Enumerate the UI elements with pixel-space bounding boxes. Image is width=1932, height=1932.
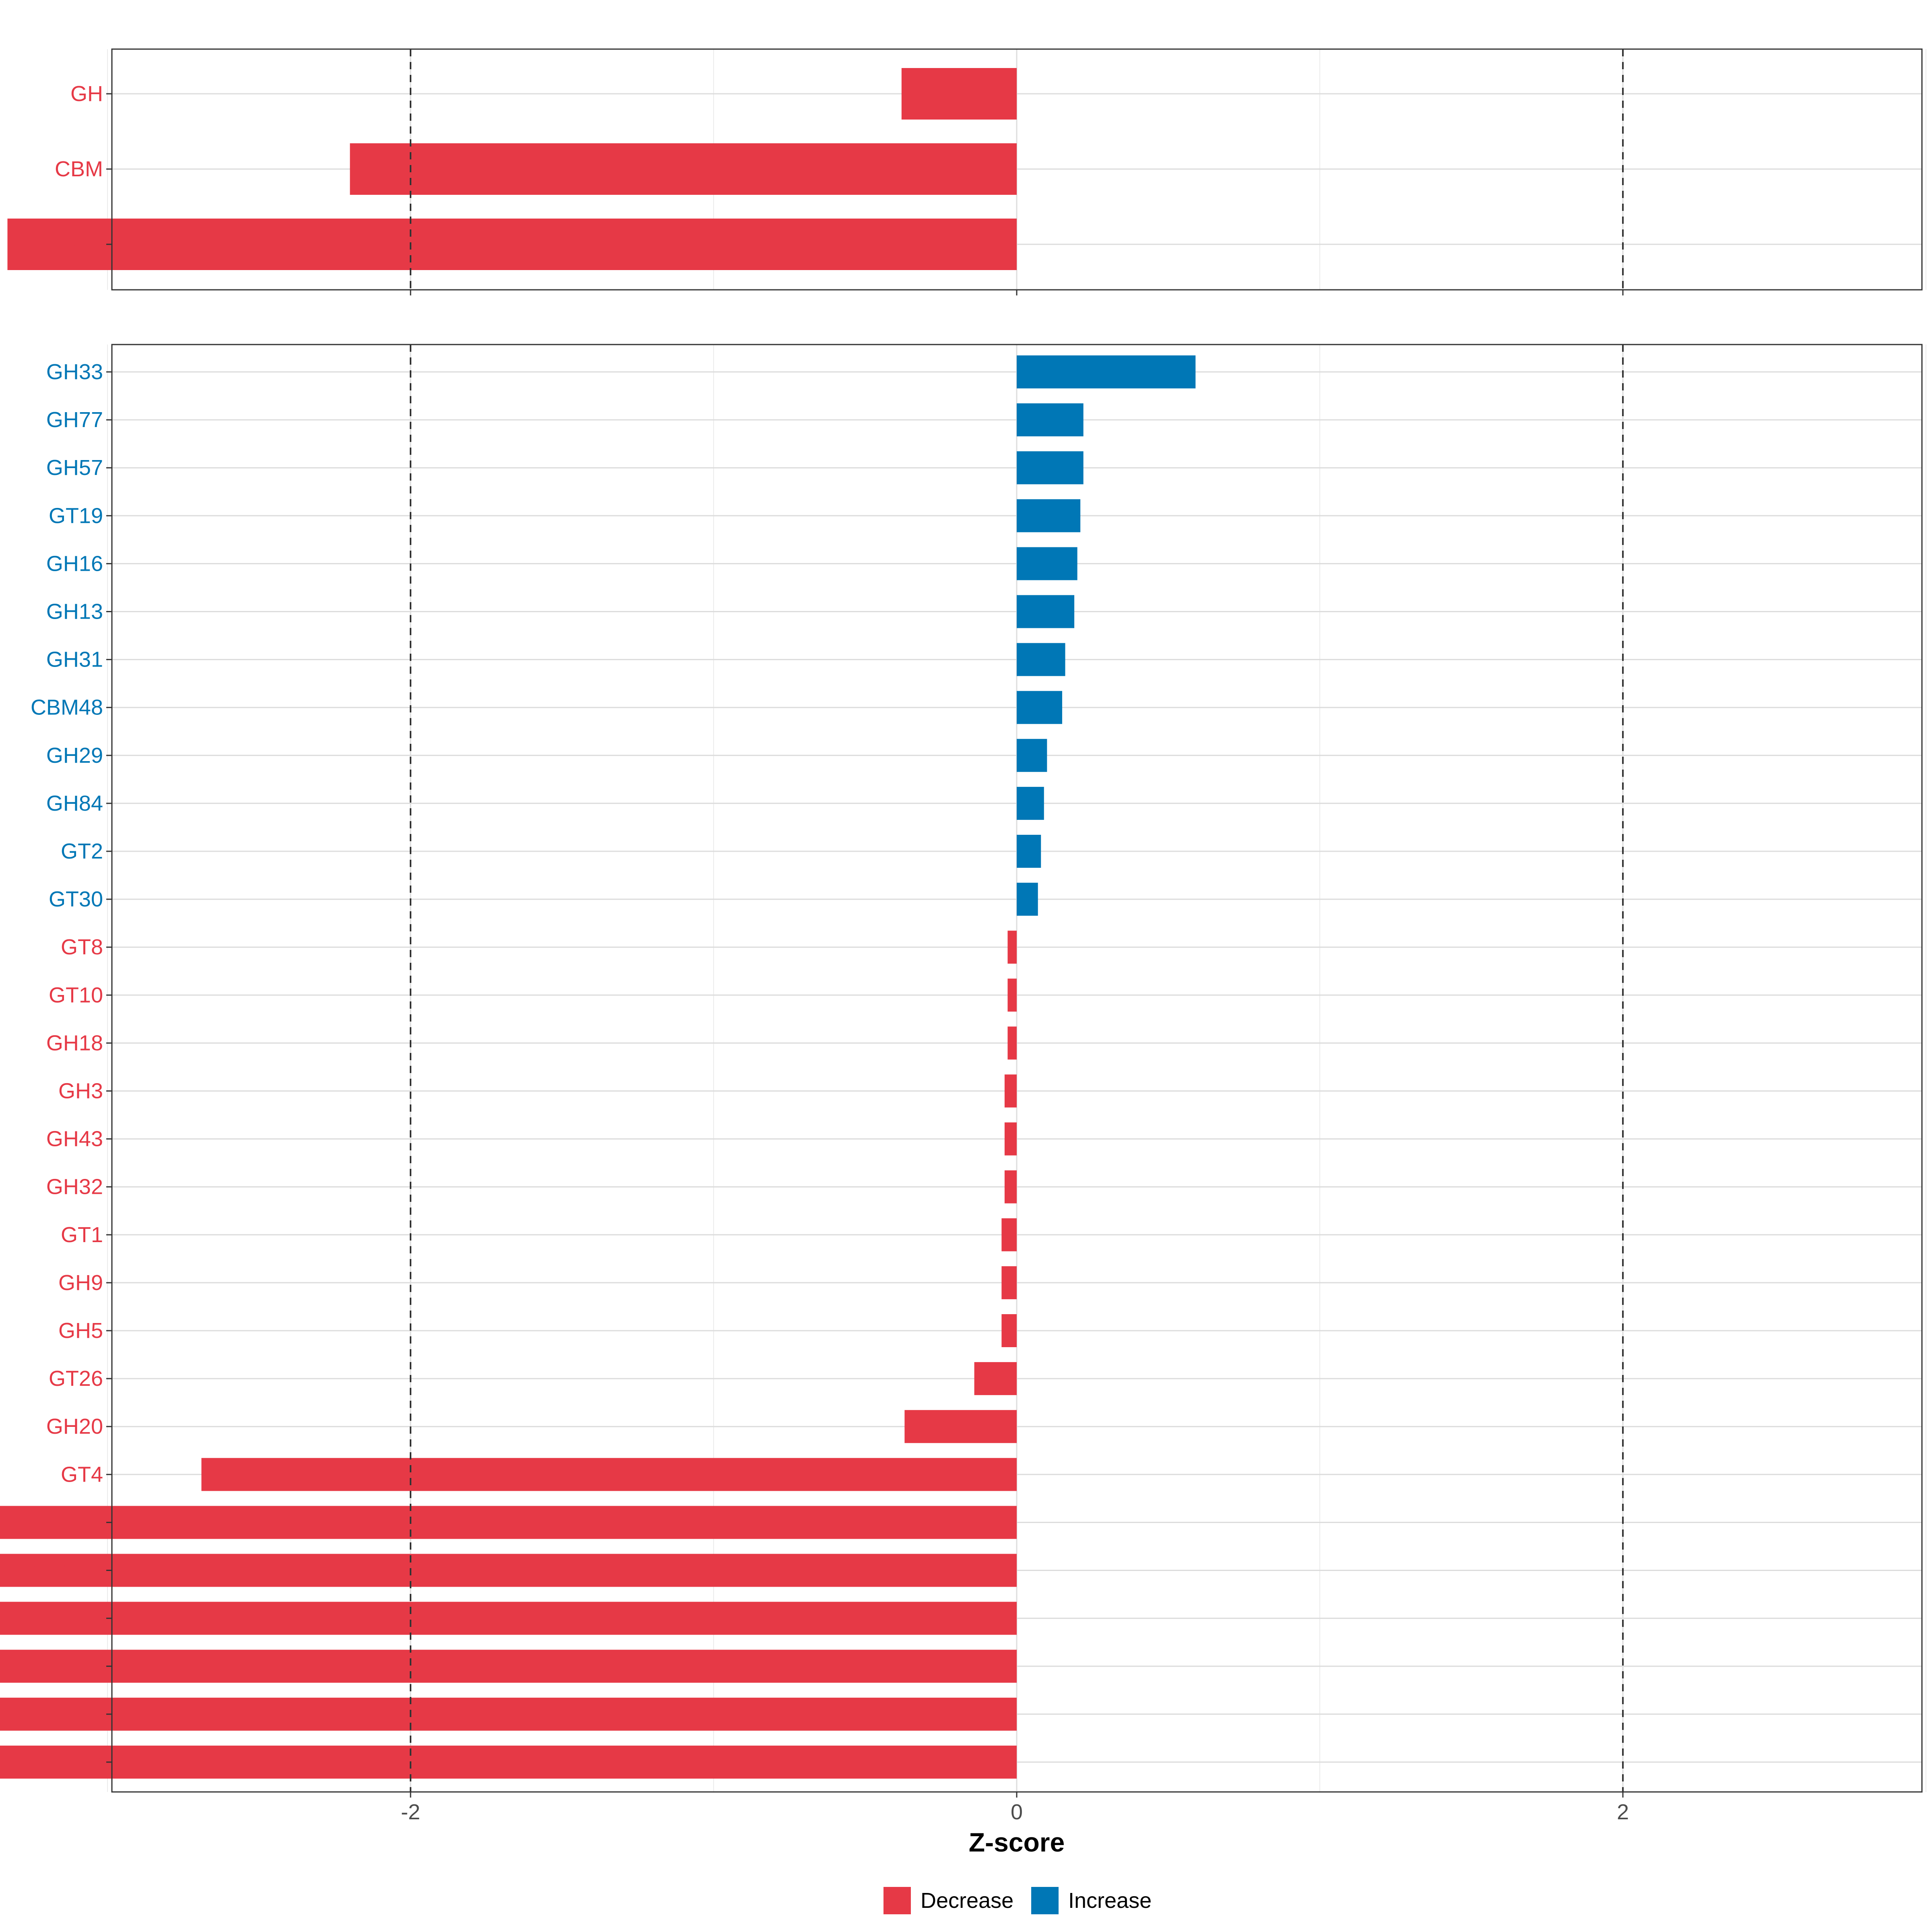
legend-label-increase: Increase [1068,1889,1152,1913]
bar-GT28 [0,1697,1017,1731]
bar-GH3 [1004,1074,1017,1108]
bar-GH16 [1017,547,1077,580]
x-axis-title: Z-score [969,1827,1065,1857]
legend: Decrease Increase [883,1887,1152,1914]
bar-GH77 [1017,403,1084,437]
category-label-GT19: GT19 [49,504,103,528]
bar-GH13 [1017,595,1075,628]
bar-GH [901,68,1017,120]
bar-CBM [350,143,1017,195]
legend-label-decrease: Decrease [921,1889,1013,1913]
bar-GT26 [974,1362,1017,1395]
category-label-GH95: GH95 [46,1654,103,1678]
category-label-GH32: GH32 [46,1175,103,1199]
bar-GT10 [1007,978,1017,1012]
x-tick-label: 2 [1617,1800,1629,1824]
bar-GH31 [1017,643,1065,676]
category-label-GT26: GT26 [49,1366,103,1391]
category-label-GH29: GH29 [46,743,103,768]
category-label-GT30: GT30 [49,887,103,911]
bar-GH95 [0,1649,1017,1683]
category-label-CBM: CBM [55,157,103,181]
category-label-CBM48: CBM48 [31,696,103,720]
category-label-GH18: GH18 [46,1031,103,1055]
category-label-GH: GH [70,82,103,106]
bar-GH84 [1017,786,1044,820]
bar-GT [7,219,1017,270]
category-label-GH57: GH57 [46,456,103,480]
panel-family-level: GH33 GH77 GH57 GT19 GH16 GH13 GH31 CBM48 GH29 GH8… [0,344,1926,1824]
bar-GH20 [904,1410,1017,1443]
category-label-GT8: GT8 [61,935,103,959]
bar-GH33 [1017,355,1196,388]
legend-swatch-decrease [883,1887,911,1914]
bar-GH43 [1004,1122,1017,1156]
x-tick-label: 0 [1011,1800,1023,1824]
category-label-GH9: GH9 [58,1271,103,1295]
category-label-GT: GT [73,232,103,256]
bar-GT1 [1001,1218,1017,1251]
category-label-GT10: GT10 [49,983,103,1007]
category-label-GT1: GT1 [61,1223,103,1247]
panel-class-level-y-axis: GH CBM GT [55,82,112,256]
category-label-GH77: GH77 [46,408,103,432]
panel-family-level-bars [0,355,1196,1779]
category-label-GH33: GH33 [46,360,103,384]
bar-GH32 [1004,1170,1017,1203]
bar-CBM50 [0,1554,1017,1587]
bar-GT2 [1017,835,1041,868]
category-label-GH13: GH13 [46,600,103,624]
category-label-GH31: GH31 [46,648,103,672]
bar-GT51 [0,1506,1017,1539]
category-label-GT35: GT35 [49,1606,103,1631]
bar-GT8 [1007,931,1017,964]
category-label-GH20: GH20 [46,1414,103,1439]
bar-GT4 [201,1458,1017,1491]
category-label-GT4: GT4 [61,1462,103,1486]
category-label-GH16: GH16 [46,551,103,576]
x-axis: -4-2024 [401,1792,1629,1824]
panel-class-level-x-ticks [410,290,1624,295]
category-label-GH84: GH84 [46,791,103,815]
category-label-GT28: GT28 [49,1702,103,1726]
bar-GT35 [0,1602,1017,1635]
category-label-CBM50: CBM50 [31,1558,103,1583]
bar-GT19 [1017,499,1081,533]
category-label-GH3: GH3 [58,1079,103,1103]
bar-GH9 [1001,1266,1017,1299]
panel-class-level: GH CBM GT [7,48,1926,295]
bar-GH5 [1001,1314,1017,1347]
bar-GH18 [1007,1026,1017,1060]
panel-family-level-y-axis: GH33 GH77 GH57 GT19 GH16 GH13 GH31 CBM48 GH29 GH8… [31,360,112,1774]
panel-family-level-reference-lines [410,345,1624,1792]
category-label-GT9: GT9 [61,1750,103,1774]
panel-class-level-reference-lines [410,49,1624,290]
bar-GH29 [1017,739,1047,772]
bar-CBM48 [1017,691,1062,724]
panel-class-level-bars [7,68,1017,270]
bar-GH57 [1017,451,1084,485]
category-label-GT2: GT2 [61,839,103,863]
category-label-GH43: GH43 [46,1127,103,1151]
bar-GT9 [0,1745,1017,1779]
category-label-GT51: GT51 [49,1510,103,1534]
x-tick-label: -2 [401,1800,420,1824]
category-label-GH5: GH5 [58,1319,103,1343]
legend-swatch-increase [1031,1887,1059,1914]
bar-GT30 [1017,883,1038,916]
